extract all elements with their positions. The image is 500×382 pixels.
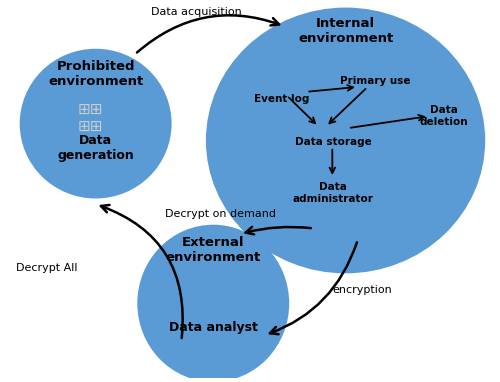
Text: External
environment: External environment — [166, 236, 261, 264]
Text: ⊞⊞
⊞⊞: ⊞⊞ ⊞⊞ — [78, 102, 104, 134]
Text: encryption: encryption — [333, 285, 392, 295]
Text: Internal
environment: Internal environment — [298, 17, 393, 45]
Text: Prohibited
environment: Prohibited environment — [48, 60, 144, 88]
Text: Decrypt All: Decrypt All — [16, 263, 78, 273]
Text: Data storage: Data storage — [295, 138, 372, 147]
Text: Data
generation: Data generation — [58, 134, 134, 162]
Text: Event log: Event log — [254, 94, 310, 104]
Text: Data
deletion: Data deletion — [419, 105, 468, 127]
Ellipse shape — [138, 225, 289, 382]
Ellipse shape — [206, 8, 485, 274]
Text: Primary use: Primary use — [340, 76, 410, 86]
Text: Data
administrator: Data administrator — [293, 182, 374, 204]
Text: Data acquisition: Data acquisition — [150, 7, 242, 17]
Ellipse shape — [20, 49, 172, 199]
Text: Data analyst: Data analyst — [169, 321, 258, 334]
Text: Decrypt on demand: Decrypt on demand — [165, 209, 276, 219]
